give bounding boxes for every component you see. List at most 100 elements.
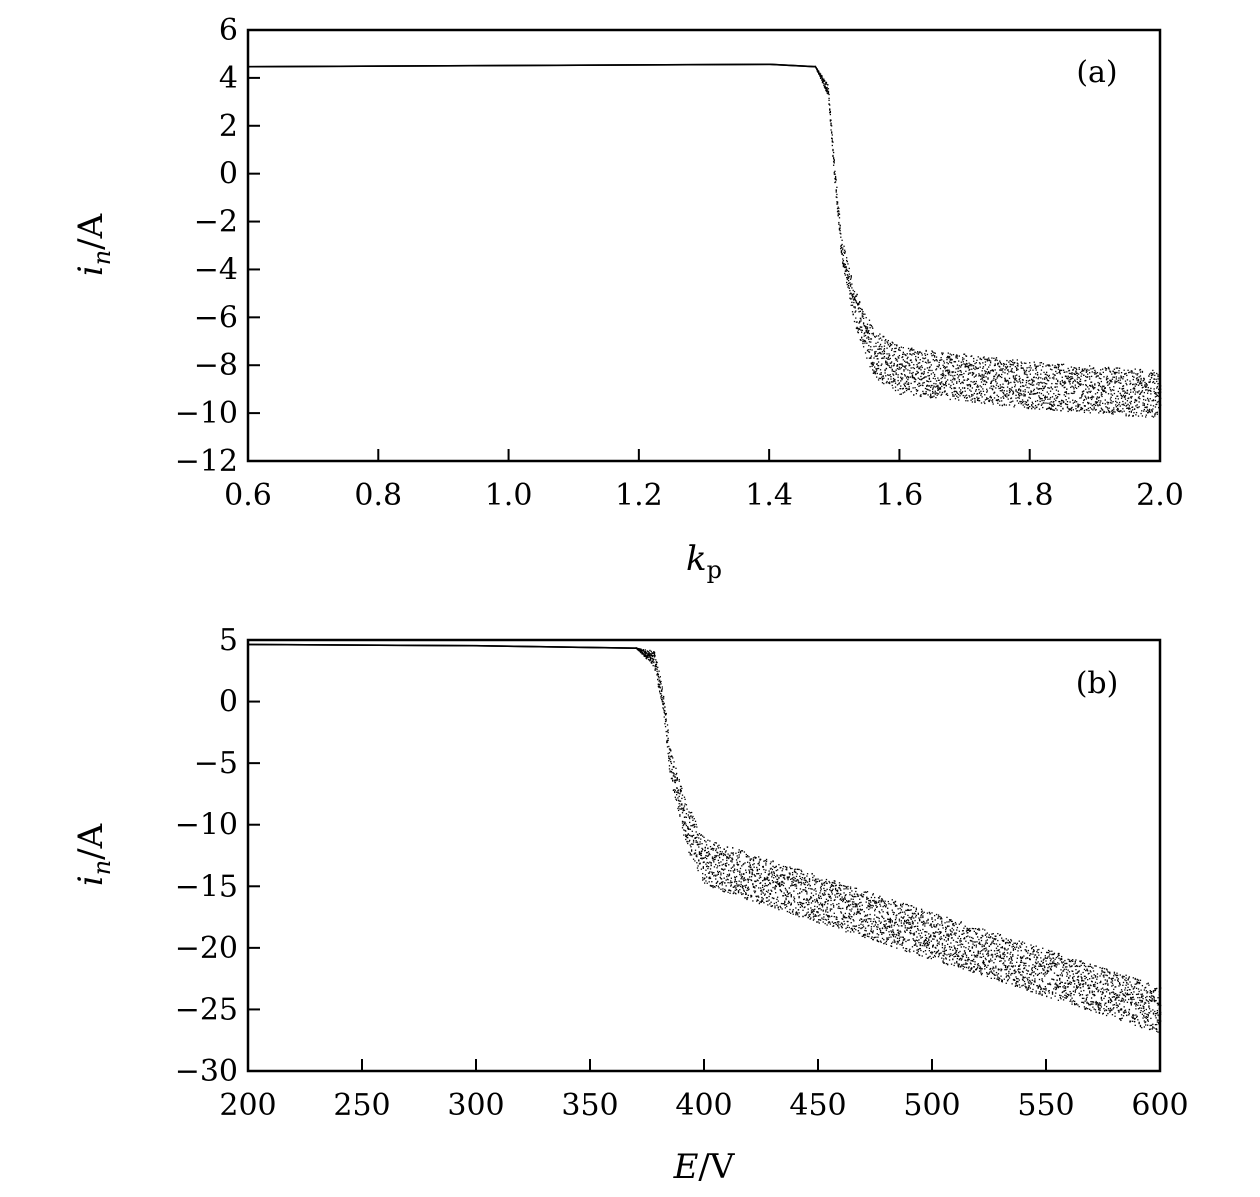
scatter-point-a	[978, 362, 981, 364]
scatter-point-a	[862, 323, 865, 325]
scatter-point-a	[904, 366, 906, 368]
scatter-point-a	[832, 158, 835, 160]
x-axis-label-a-sub: p	[707, 556, 722, 584]
scatter-point-b	[675, 767, 677, 769]
scatter-point-a	[904, 375, 906, 377]
scatter-point-a	[911, 349, 914, 351]
scatter-point-a	[990, 385, 992, 387]
scatter-point-a	[1030, 383, 1032, 385]
scatter-point-b	[653, 651, 656, 654]
scatter-point-a	[1001, 373, 1003, 376]
scatter-point-a	[929, 369, 931, 372]
scatter-point-a	[1071, 372, 1073, 374]
scatter-point-a	[844, 264, 846, 266]
scatter-point-a	[1070, 408, 1072, 411]
scatter-point-a	[1107, 366, 1110, 369]
scatter-point-a	[829, 120, 832, 122]
scatter-point-a	[1056, 409, 1058, 411]
scatter-point-a	[952, 377, 955, 379]
scatter-point-a	[946, 358, 948, 361]
scatter-point-a	[956, 392, 959, 394]
scatter-point-a	[1004, 372, 1006, 374]
scatter-point-b	[679, 793, 681, 795]
scatter-point-b	[737, 857, 739, 859]
scatter-point-a	[1094, 383, 1096, 385]
scatter-point-a	[1094, 393, 1097, 395]
scatter-point-a	[1150, 393, 1152, 395]
scatter-point-a	[864, 334, 867, 337]
scatter-point-a	[834, 170, 836, 173]
scatter-point-a	[1148, 410, 1151, 413]
scatter-point-a	[948, 369, 950, 371]
scatter-point-a	[1085, 369, 1088, 372]
scatter-point-b	[647, 656, 649, 658]
scatter-point-a	[943, 375, 945, 377]
scatter-point-b	[724, 854, 727, 856]
scatter-point-a	[1037, 365, 1039, 367]
scatter-point-a	[881, 339, 883, 341]
scatter-point-a	[1113, 409, 1115, 411]
scatter-point-a	[1046, 379, 1048, 381]
scatter-point-a	[930, 373, 932, 375]
scatter-point-b	[650, 653, 652, 655]
scatter-point-a	[1143, 403, 1146, 405]
scatter-point-b	[670, 770, 673, 773]
scatter-point-b	[677, 807, 679, 810]
scatter-point-a	[1047, 380, 1050, 382]
scatter-point-a	[1021, 401, 1023, 403]
scatter-point-a	[948, 374, 950, 376]
scatter-point-a	[846, 274, 848, 276]
scatter-point-a	[1032, 390, 1035, 392]
scatter-point-a	[1025, 404, 1028, 406]
scatter-point-a	[1079, 380, 1082, 383]
scatter-point-b	[702, 857, 704, 859]
scatter-point-b	[718, 853, 721, 855]
scatter-point-a	[1019, 377, 1021, 379]
scatter-point-b	[668, 752, 671, 754]
scatter-point-a	[1070, 376, 1072, 378]
scatter-point-a	[933, 395, 935, 397]
scatter-point-a	[821, 79, 823, 81]
scatter-point-b	[698, 853, 701, 856]
scatter-point-a	[1122, 390, 1124, 392]
scatter-point-b	[726, 846, 729, 848]
scatter-point-b	[672, 775, 675, 777]
scatter-point-a	[1143, 404, 1146, 406]
scatter-point-b	[666, 724, 669, 726]
scatter-point-a	[960, 361, 962, 363]
scatter-point-a	[967, 378, 969, 380]
scatter-point-a	[993, 385, 995, 388]
scatter-point-a	[892, 342, 894, 344]
scatter-point-a	[1016, 400, 1018, 402]
scatter-point-b	[716, 874, 718, 876]
scatter-point-a	[818, 72, 820, 74]
scatter-point-a	[1148, 373, 1151, 375]
scatter-point-a	[894, 347, 896, 350]
scatter-point-a	[1072, 402, 1075, 404]
scatter-point-a	[846, 283, 848, 286]
scatter-point-a	[948, 355, 950, 358]
scatter-point-b	[696, 862, 698, 864]
scatter-point-a	[974, 362, 976, 365]
scatter-point-a	[979, 358, 981, 360]
scatter-point-a	[968, 362, 970, 364]
scatter-point-a	[1017, 389, 1020, 391]
scatter-point-a	[858, 311, 860, 313]
scatter-point-a	[909, 359, 912, 362]
scatter-point-b	[707, 872, 710, 874]
scatter-point-b	[682, 809, 684, 812]
scatter-point-a	[839, 232, 841, 234]
scatter-point-a	[1018, 397, 1020, 399]
scatter-point-b	[734, 892, 736, 894]
scatter-point-a	[1121, 403, 1123, 406]
scatter-point-a	[948, 370, 951, 372]
scatter-point-a	[1130, 410, 1132, 412]
scatter-point-a	[971, 393, 973, 396]
scatter-point-a	[1003, 363, 1005, 365]
scatter-point-b	[718, 844, 720, 846]
scatter-point-a	[892, 373, 894, 375]
scatter-point-b	[724, 888, 726, 891]
scatter-point-a	[905, 387, 908, 390]
scatter-point-b	[711, 872, 714, 874]
scatter-point-a	[860, 326, 863, 328]
